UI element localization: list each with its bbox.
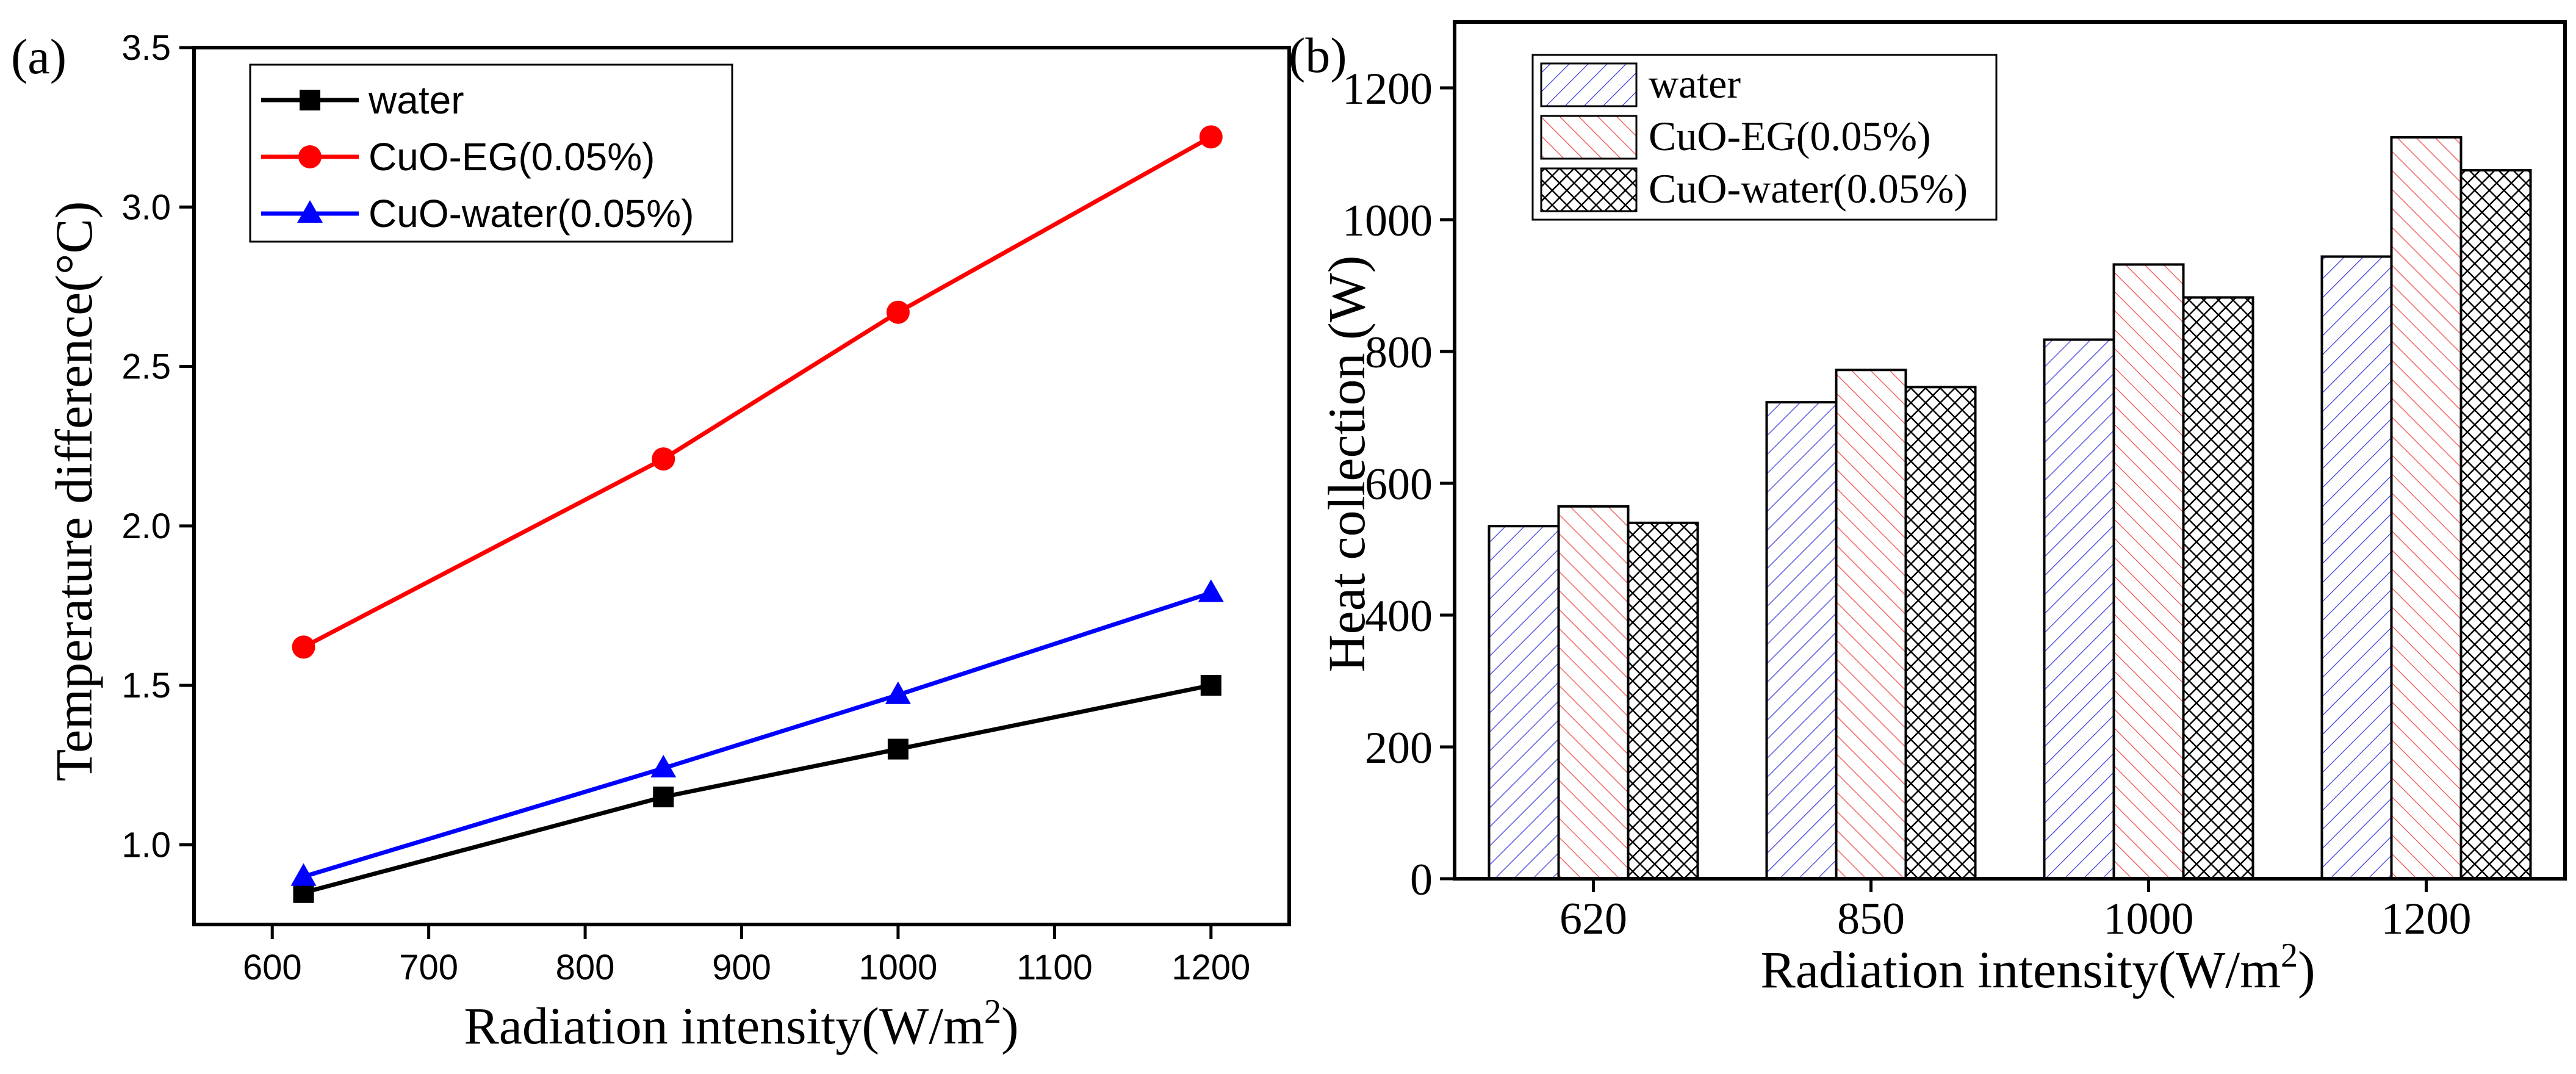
panel-b-label: (b) bbox=[1289, 27, 1347, 83]
x-tick-label-a: 800 bbox=[556, 948, 615, 987]
bar-2-1 bbox=[1904, 386, 1977, 880]
legend-label-b-1: CuO-EG(0.05%) bbox=[1649, 113, 1931, 159]
y-tick-label-b: 200 bbox=[1365, 723, 1433, 773]
y-tick-label-a: 1.5 bbox=[121, 666, 171, 705]
bar-0-2 bbox=[2043, 338, 2115, 880]
series-markers-a bbox=[290, 125, 1224, 903]
data-point-2-2 bbox=[885, 681, 911, 704]
y-tick-label-b: 0 bbox=[1410, 855, 1433, 905]
bar-2-3 bbox=[2459, 169, 2532, 880]
legend-entries-b: water CuO-EG(0.05%) CuO-water(0.05%) bbox=[1540, 60, 1968, 212]
bar-1-3 bbox=[2390, 136, 2463, 880]
y-tick-label-a: 2.0 bbox=[121, 506, 171, 546]
y-tick-label-b: 1200 bbox=[1342, 64, 1433, 114]
legend-label-a-2: CuO-water(0.05%) bbox=[369, 192, 694, 236]
x-tick-label-b: 620 bbox=[1560, 894, 1627, 944]
y-tick-label-a: 3.5 bbox=[121, 28, 171, 68]
bar-0-0 bbox=[1488, 525, 1560, 880]
data-point-1-0 bbox=[292, 635, 315, 659]
bar-2-0 bbox=[1627, 521, 1699, 880]
panel-a-label: (a) bbox=[11, 29, 67, 84]
x-tick-label-b: 1000 bbox=[2104, 894, 2194, 944]
series-line-2 bbox=[303, 591, 1212, 879]
line-chart-panel-a: 600 700 800 900 1000 1100 1200 1.0 1.5 2.0 2.5 3.0 3… bbox=[45, 28, 1291, 1055]
data-point-0-2 bbox=[887, 738, 908, 760]
legend-entries-a: water CuO-EG(0.05%) CuO-water(0.05%) bbox=[261, 78, 694, 236]
bar-1-2 bbox=[2112, 263, 2185, 880]
y-tick-label-b: 400 bbox=[1365, 591, 1433, 641]
y-axis-label-a: Temperature difference(°C) bbox=[45, 201, 103, 782]
y-tick-label-b: 1000 bbox=[1342, 196, 1433, 246]
series-line-0 bbox=[303, 683, 1212, 895]
axis-ticks-a: 600 700 800 900 1000 1100 1200 1.0 1.5 2.0 2.5 3.0 3… bbox=[121, 28, 1250, 987]
x-tick-label-a: 1100 bbox=[1016, 948, 1093, 987]
legend-label-a-1: CuO-EG(0.05%) bbox=[369, 135, 655, 179]
y-tick-label-a: 3.0 bbox=[121, 187, 171, 227]
legend-marker-a-2 bbox=[297, 200, 323, 223]
x-tick-label-a: 700 bbox=[399, 948, 458, 987]
bar-1-1 bbox=[1835, 369, 1907, 880]
data-point-0-1 bbox=[653, 786, 674, 807]
y-tick-label-a: 1.0 bbox=[121, 825, 171, 865]
axis-ticks-b: 620 850 1000 1200 0 200 400 600 800 1000 1200 bbox=[1342, 64, 2472, 944]
x-axis-label-b: Radiation intensity(W/m2) bbox=[1760, 937, 2315, 999]
x-tick-label-b: 850 bbox=[1837, 894, 1905, 944]
legend-label-a-0: water bbox=[368, 78, 464, 122]
y-axis-label-b: Heat collection (W) bbox=[1317, 256, 1376, 672]
plot-frame-b bbox=[1453, 20, 2567, 881]
series-line-1 bbox=[302, 135, 1212, 649]
data-point-2-3 bbox=[1198, 579, 1224, 602]
y-tick-label-b: 800 bbox=[1365, 328, 1433, 378]
bar-chart-panel-b: 620 850 1000 1200 0 200 400 600 800 1000 1200 wate… bbox=[1317, 20, 2567, 999]
x-tick-label-a: 1000 bbox=[858, 948, 937, 987]
data-point-0-3 bbox=[1200, 675, 1221, 696]
x-axis-label-a: Radiation intensity(W/m2) bbox=[464, 993, 1018, 1055]
x-tick-label-a: 1200 bbox=[1171, 948, 1250, 987]
data-point-1-3 bbox=[1199, 125, 1223, 149]
series-lines-a bbox=[302, 135, 1212, 895]
data-point-1-1 bbox=[652, 447, 675, 471]
bar-2-2 bbox=[2182, 296, 2254, 880]
x-tick-label-a: 900 bbox=[712, 948, 771, 987]
bar-0-3 bbox=[2320, 255, 2393, 881]
bar-1-0 bbox=[1557, 505, 1630, 880]
data-point-1-2 bbox=[886, 300, 910, 324]
legend-swatch-b-0 bbox=[1540, 62, 1638, 107]
legend-marker-a-1 bbox=[298, 145, 322, 168]
legend-swatch-b-2 bbox=[1540, 167, 1638, 212]
legend-label-b-2: CuO-water(0.05%) bbox=[1649, 165, 1968, 212]
data-point-2-1 bbox=[650, 754, 677, 777]
bar-0-1 bbox=[1765, 401, 1838, 880]
bars-b bbox=[1488, 136, 2532, 881]
y-tick-label-b: 600 bbox=[1365, 460, 1433, 510]
y-tick-label-a: 2.5 bbox=[121, 347, 171, 387]
legend-swatch-b-1 bbox=[1540, 115, 1638, 160]
x-tick-label-b: 1200 bbox=[2381, 894, 2472, 944]
legend-marker-a-0 bbox=[300, 90, 320, 110]
x-tick-label-a: 600 bbox=[243, 948, 302, 987]
data-point-2-0 bbox=[290, 863, 317, 886]
legend-label-b-0: water bbox=[1649, 60, 1741, 107]
